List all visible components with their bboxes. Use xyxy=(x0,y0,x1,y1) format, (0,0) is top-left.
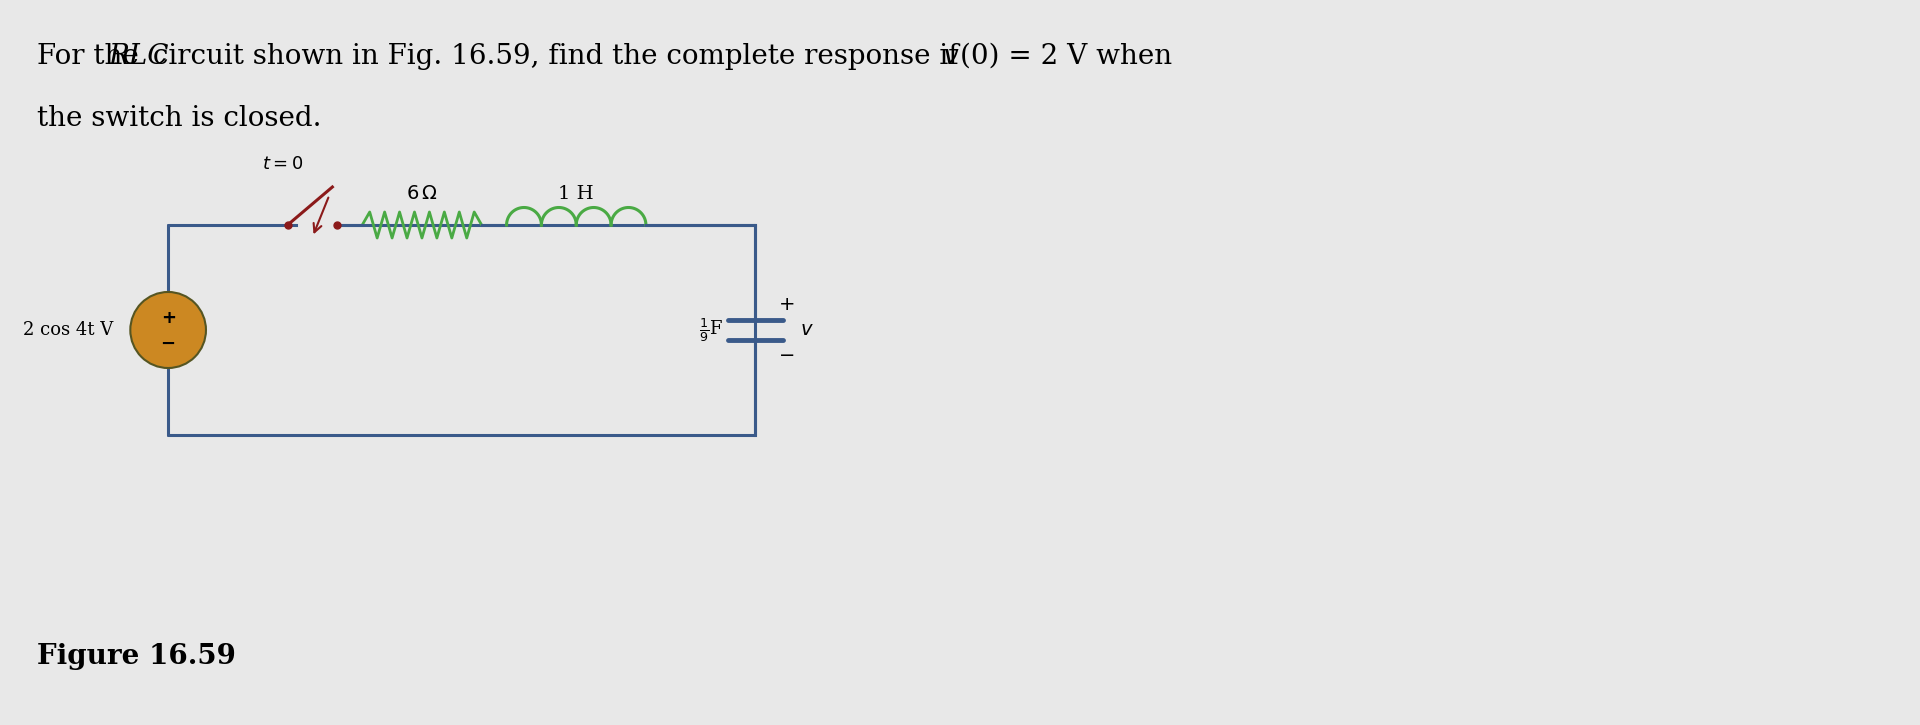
Text: −: − xyxy=(161,335,177,353)
Text: +: + xyxy=(780,296,795,315)
Text: Figure 16.59: Figure 16.59 xyxy=(36,643,236,670)
Text: circuit shown in Fig. 16.59, find the complete response if: circuit shown in Fig. 16.59, find the co… xyxy=(144,43,968,70)
Text: −: − xyxy=(780,346,795,365)
Text: (0) = 2 V when: (0) = 2 V when xyxy=(960,43,1173,70)
Text: $6\,\Omega$: $6\,\Omega$ xyxy=(407,185,438,203)
Text: the switch is closed.: the switch is closed. xyxy=(36,105,321,132)
Circle shape xyxy=(131,292,205,368)
Text: RLC: RLC xyxy=(108,43,169,70)
Text: +: + xyxy=(161,309,175,327)
Text: $\frac{1}{9}$F: $\frac{1}{9}$F xyxy=(699,316,722,344)
Text: v: v xyxy=(943,43,958,70)
Text: $v$: $v$ xyxy=(801,321,814,339)
Text: 1 H: 1 H xyxy=(559,185,593,203)
Text: 2 cos 4t V: 2 cos 4t V xyxy=(23,321,113,339)
Text: For the: For the xyxy=(36,43,148,70)
Text: $t = 0$: $t = 0$ xyxy=(261,155,303,173)
